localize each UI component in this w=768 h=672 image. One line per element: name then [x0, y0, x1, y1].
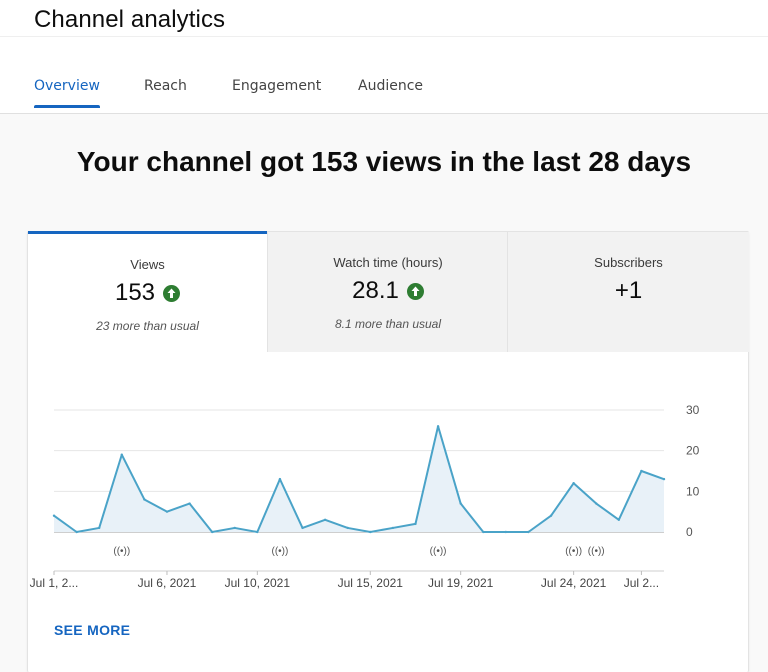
- data-point: [527, 530, 530, 534]
- data-point: [459, 502, 462, 505]
- tab-audience[interactable]: Audience: [358, 78, 424, 94]
- data-point: [482, 530, 485, 534]
- data-point: [617, 518, 621, 521]
- upload-marker-icon: ((•)): [588, 546, 605, 557]
- data-point: [346, 526, 349, 530]
- metric-views-value: 153: [114, 279, 156, 306]
- tab-bar: Overview Reach Engagement Audience: [0, 70, 768, 113]
- views-line: [53, 425, 665, 533]
- x-tick-label: Jul 24, 2021: [541, 576, 607, 590]
- x-tick-label: Jul 6, 2021: [138, 576, 197, 590]
- metric-subscribers-value: +1: [614, 277, 643, 304]
- data-point: [120, 453, 123, 456]
- summary-headline: Your channel got 153 views in the last 2…: [76, 146, 692, 177]
- tab-overview[interactable]: Overview: [34, 78, 100, 108]
- see-more-link[interactable]: SEE MORE: [54, 622, 131, 638]
- tab-reach[interactable]: Reach: [144, 78, 187, 94]
- metric-views-comparison: 23 more than usual: [96, 319, 199, 333]
- arrow-up-icon: [163, 284, 181, 302]
- top-bar: Channel analytics Overview Reach Engagem…: [0, 0, 768, 114]
- metric-subscribers-label: Subscribers: [594, 255, 663, 270]
- data-point: [143, 498, 146, 501]
- x-tick-label: Jul 2...: [624, 576, 659, 590]
- metric-subscribers[interactable]: Subscribers +1: [507, 232, 749, 352]
- data-point: [278, 477, 282, 481]
- y-tick-label: 10: [686, 484, 700, 498]
- data-point: [323, 518, 327, 521]
- data-point: [595, 502, 598, 505]
- x-tick-label: Jul 10, 2021: [225, 576, 291, 590]
- data-point: [188, 502, 191, 505]
- arrow-up-icon: [406, 282, 424, 300]
- upload-marker-icon: ((•)): [430, 546, 447, 557]
- data-point: [165, 510, 169, 513]
- data-point: [369, 530, 372, 534]
- data-point: [301, 526, 304, 530]
- data-point: [256, 530, 259, 534]
- views-chart[interactable]: 0 10 20 30 ((•)) ((•)) ((•)) ((•)) ((•)) Jul 1, 2…: [28, 352, 748, 612]
- metric-watch-time[interactable]: Watch time (hours) 28.1 8.1 more than us…: [267, 232, 508, 352]
- data-point: [572, 482, 575, 485]
- data-point: [210, 530, 214, 534]
- metric-watch-time-label: Watch time (hours): [333, 255, 443, 270]
- metric-views[interactable]: Views 153 23 more than usual: [28, 231, 267, 354]
- page-title: Channel analytics: [34, 6, 226, 33]
- x-tick-label: Jul 15, 2021: [338, 576, 404, 590]
- upload-marker-icon: ((•)): [272, 546, 289, 557]
- data-point: [640, 469, 643, 473]
- upload-marker-icon: ((•)): [565, 546, 582, 557]
- data-point: [97, 526, 101, 530]
- tab-engagement[interactable]: Engagement: [232, 78, 322, 94]
- data-point: [52, 514, 56, 517]
- metric-watch-time-comparison: 8.1 more than usual: [334, 317, 442, 331]
- x-tick-label: Jul 19, 2021: [428, 576, 494, 590]
- metric-watch-time-value: 28.1: [352, 277, 399, 304]
- data-point: [662, 477, 666, 481]
- data-point: [233, 526, 236, 530]
- metric-views-label: Views: [130, 257, 165, 272]
- data-point: [75, 530, 78, 534]
- analytics-card: Views 153 23 more than usual Watch time …: [27, 231, 749, 672]
- upload-marker-icon: ((•)): [113, 546, 130, 557]
- y-tick-label: 0: [686, 525, 693, 539]
- y-tick-label: 30: [686, 403, 700, 417]
- y-tick-label: 20: [686, 444, 700, 458]
- views-area: [54, 426, 664, 532]
- views-chart-svg: 0 10 20 30 ((•)) ((•)) ((•)) ((•)) ((•)) Jul 1, 2…: [30, 403, 700, 590]
- data-point: [414, 522, 417, 526]
- header-divider: [0, 36, 768, 37]
- data-point: [504, 530, 508, 534]
- x-tick-label: Jul 1, 2...: [30, 576, 79, 590]
- data-point: [549, 514, 553, 517]
- data-point: [391, 526, 395, 530]
- data-point: [436, 425, 440, 428]
